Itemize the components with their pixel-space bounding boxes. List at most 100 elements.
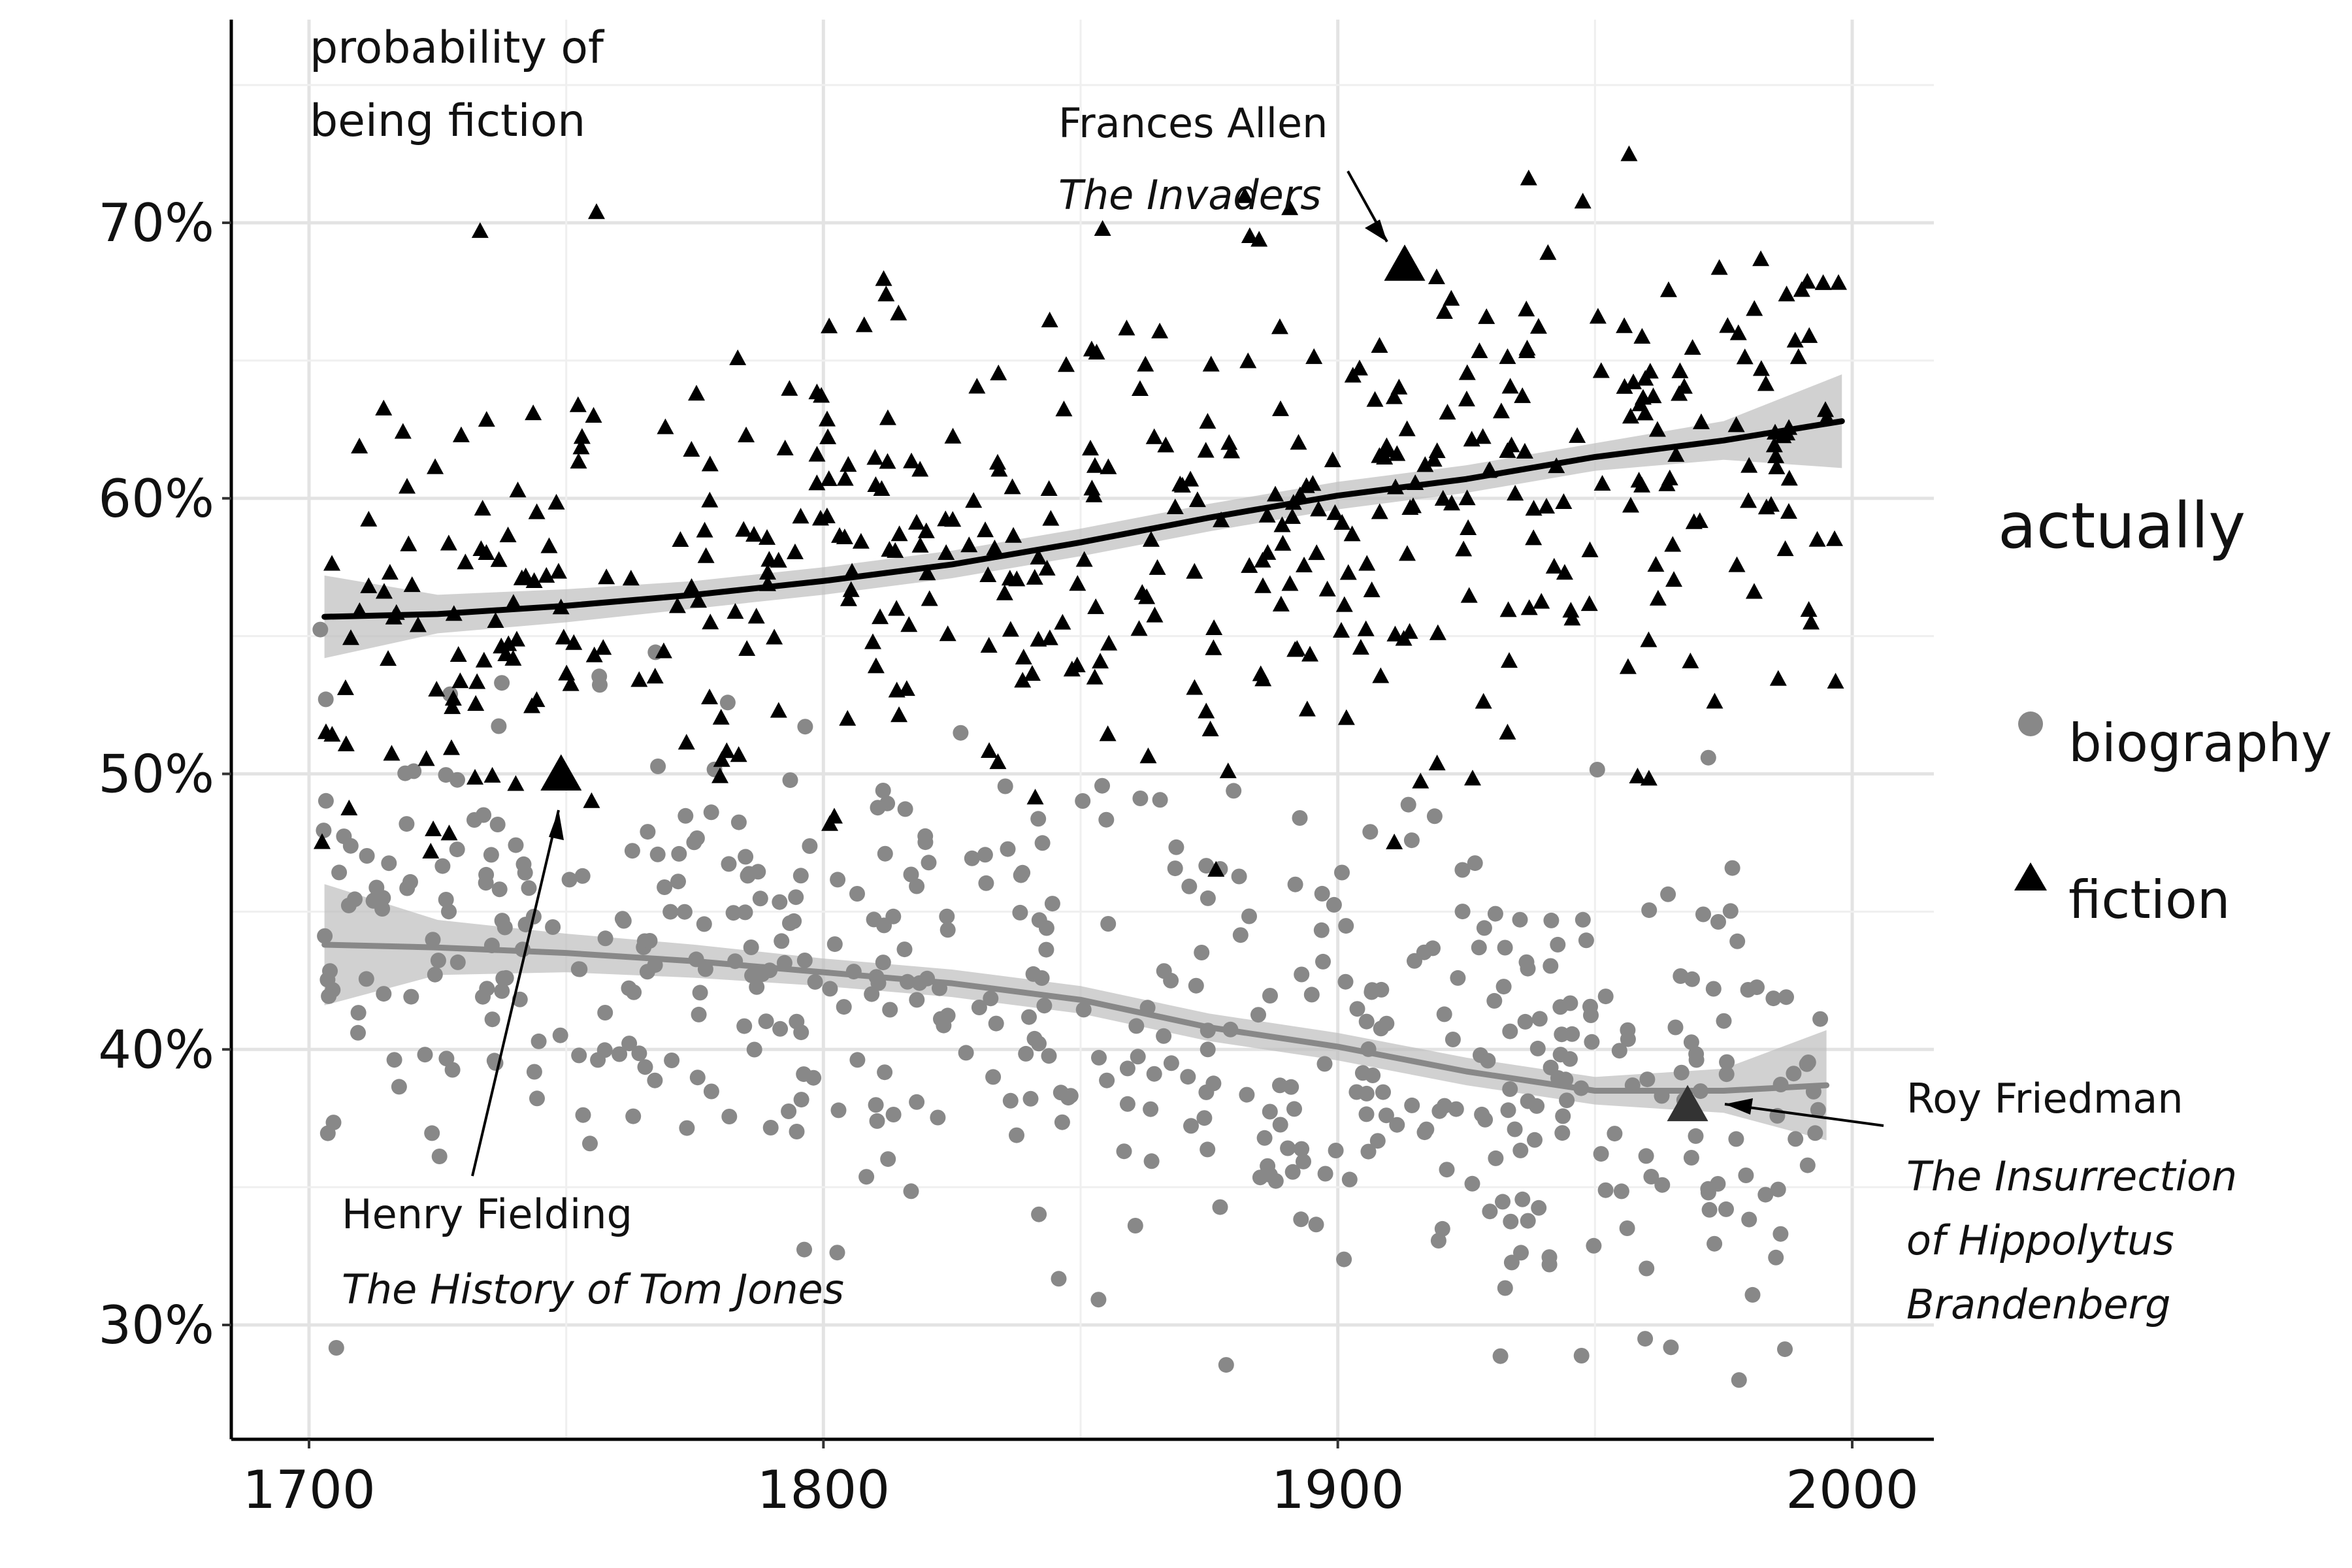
- biography-point: [597, 1005, 613, 1021]
- fiction-point: [422, 842, 440, 859]
- fiction-point: [1366, 391, 1384, 407]
- biography-point: [1683, 1150, 1699, 1166]
- biography-point: [746, 1041, 762, 1058]
- biography-point: [1492, 1348, 1509, 1364]
- biography-point: [1497, 939, 1513, 956]
- fiction-point: [1622, 497, 1639, 513]
- fiction-point: [1371, 336, 1388, 353]
- biography-point: [1573, 1348, 1590, 1364]
- biography-point: [312, 621, 329, 638]
- fiction-point: [444, 689, 462, 706]
- y-tick-label: 60%: [98, 468, 214, 529]
- biography-point: [1200, 890, 1216, 906]
- biography-point: [375, 890, 391, 906]
- biography-point: [1167, 860, 1183, 877]
- fiction-point: [965, 492, 983, 508]
- biography-point: [1194, 945, 1210, 960]
- y-axis-label-line-2: being fiction: [310, 95, 585, 147]
- fiction-point: [1514, 387, 1531, 403]
- fiction-point: [399, 478, 416, 494]
- biography-point: [921, 855, 937, 871]
- biography-point: [1688, 1128, 1704, 1144]
- biography-point: [983, 990, 999, 1007]
- biography-point: [1683, 1034, 1699, 1051]
- biography-point: [736, 1018, 753, 1034]
- fiction-point: [1435, 302, 1453, 319]
- fiction-point: [1616, 317, 1633, 333]
- fiction-point: [562, 675, 580, 691]
- biography-point: [1200, 1141, 1216, 1158]
- fiction-point: [1142, 531, 1160, 547]
- biography-point: [796, 953, 813, 968]
- biography-point: [788, 889, 804, 906]
- annotation-frances-allen: Frances Allen The Invaders: [1058, 99, 1388, 242]
- biography-point: [1744, 1286, 1761, 1303]
- fiction-point: [808, 446, 826, 462]
- biography-point: [1000, 841, 1016, 857]
- biography-point: [625, 1108, 642, 1124]
- biography-point: [572, 961, 588, 977]
- biography-point: [1262, 988, 1278, 1004]
- fiction-point: [1545, 557, 1563, 574]
- fiction-point: [547, 493, 565, 510]
- biography-point: [964, 850, 980, 866]
- fiction-point: [1267, 485, 1284, 502]
- fiction-point: [1752, 360, 1770, 376]
- fiction-point: [417, 750, 435, 766]
- biography-point: [1637, 1331, 1654, 1347]
- fiction-point: [630, 671, 648, 687]
- fiction-point: [528, 691, 546, 708]
- fiction-point: [711, 767, 729, 783]
- fiction-point: [1633, 476, 1651, 493]
- biography-point: [909, 878, 925, 894]
- biography-point: [1639, 1071, 1656, 1088]
- fiction-point: [1298, 700, 1316, 717]
- biography-point: [1562, 995, 1578, 1011]
- fiction-point: [701, 491, 719, 508]
- biography-point: [1513, 1245, 1529, 1261]
- fiction-point: [540, 537, 558, 553]
- fiction-point: [898, 680, 915, 696]
- biography-point: [877, 1064, 893, 1081]
- biography-point: [1038, 941, 1054, 958]
- biography-point: [425, 932, 441, 948]
- fiction-point: [879, 453, 896, 469]
- biography-point: [1497, 1280, 1513, 1296]
- fiction-point: [1041, 311, 1058, 328]
- biography-point: [1163, 1055, 1179, 1071]
- fiction-point: [1475, 693, 1492, 709]
- biography-point: [650, 759, 666, 774]
- biography-point: [1313, 922, 1330, 938]
- biography-point: [529, 1090, 545, 1107]
- biography-point: [1495, 1194, 1511, 1210]
- fiction-point: [981, 742, 998, 758]
- biography-point: [1156, 1028, 1172, 1044]
- biography-point: [796, 1066, 812, 1083]
- fiction-point: [323, 555, 341, 571]
- fiction-point: [1458, 390, 1475, 406]
- fiction-point: [989, 753, 1007, 770]
- biography-point: [1520, 1213, 1536, 1229]
- biography-point: [1183, 1118, 1199, 1134]
- fiction-point: [538, 566, 555, 583]
- biography-point: [1031, 1206, 1047, 1222]
- fiction-point: [490, 551, 508, 567]
- fiction-point: [1259, 544, 1277, 560]
- fiction-point: [867, 476, 885, 493]
- fiction-point: [1649, 589, 1667, 606]
- biography-point: [1514, 1191, 1531, 1207]
- biography-point: [1031, 1036, 1047, 1052]
- biography-point: [1334, 864, 1350, 881]
- fiction-point: [1428, 442, 1446, 459]
- fiction-point: [875, 270, 892, 286]
- fiction-point: [442, 739, 460, 755]
- fiction-point: [1404, 497, 1422, 514]
- fiction-point: [1149, 559, 1166, 575]
- fiction-point: [451, 672, 469, 689]
- biography-point: [318, 792, 334, 809]
- biography-point: [350, 1024, 366, 1041]
- biography-point: [1778, 989, 1794, 1005]
- biography-point: [1728, 1131, 1744, 1147]
- biography-point: [849, 886, 865, 902]
- fiction-point: [1580, 595, 1598, 612]
